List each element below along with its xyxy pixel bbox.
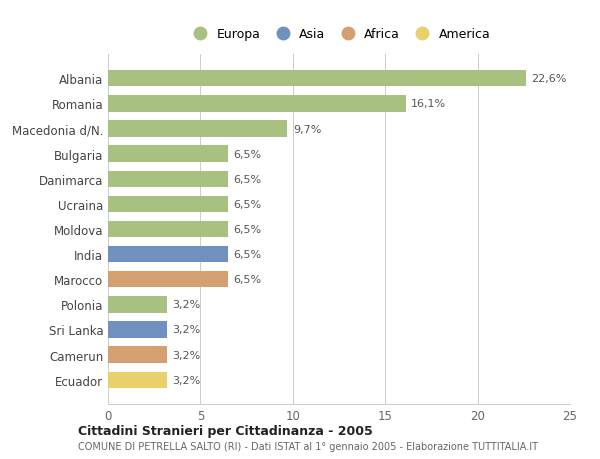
Text: 16,1%: 16,1% xyxy=(411,99,446,109)
Legend: Europa, Asia, Africa, America: Europa, Asia, Africa, America xyxy=(182,23,496,46)
Text: 6,5%: 6,5% xyxy=(233,149,262,159)
Bar xyxy=(108,121,287,137)
Bar xyxy=(108,322,167,338)
Bar xyxy=(108,297,167,313)
Text: 6,5%: 6,5% xyxy=(233,174,262,185)
Text: 9,7%: 9,7% xyxy=(293,124,321,134)
Bar xyxy=(108,71,526,87)
Bar xyxy=(108,347,167,363)
Bar xyxy=(108,146,228,162)
Bar xyxy=(108,246,228,263)
Text: 3,2%: 3,2% xyxy=(173,300,201,310)
Text: 3,2%: 3,2% xyxy=(173,375,201,385)
Text: 6,5%: 6,5% xyxy=(233,224,262,235)
Text: Cittadini Stranieri per Cittadinanza - 2005: Cittadini Stranieri per Cittadinanza - 2… xyxy=(78,424,373,437)
Text: 3,2%: 3,2% xyxy=(173,325,201,335)
Text: 6,5%: 6,5% xyxy=(233,274,262,285)
Text: COMUNE DI PETRELLA SALTO (RI) - Dati ISTAT al 1° gennaio 2005 - Elaborazione TUT: COMUNE DI PETRELLA SALTO (RI) - Dati IST… xyxy=(78,441,538,451)
Bar xyxy=(108,171,228,188)
Bar xyxy=(108,271,228,288)
Bar xyxy=(108,221,228,238)
Bar xyxy=(108,196,228,213)
Text: 3,2%: 3,2% xyxy=(173,350,201,360)
Text: 6,5%: 6,5% xyxy=(233,200,262,209)
Text: 22,6%: 22,6% xyxy=(531,74,566,84)
Text: 6,5%: 6,5% xyxy=(233,250,262,259)
Bar xyxy=(108,96,406,112)
Bar xyxy=(108,372,167,388)
